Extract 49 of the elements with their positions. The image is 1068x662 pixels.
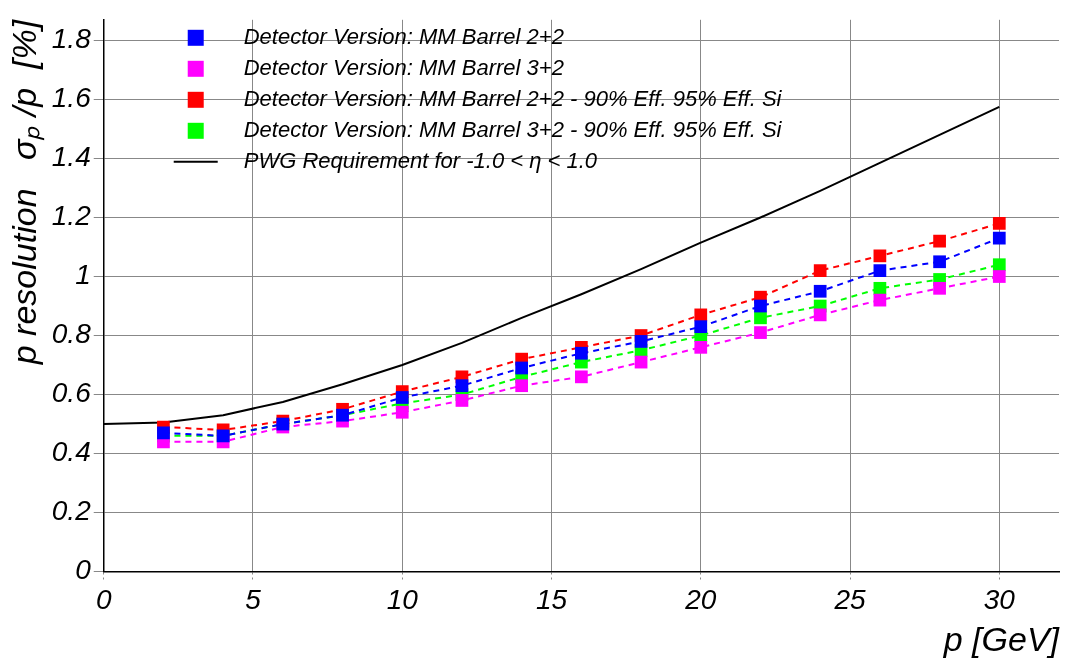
x-tick-label: 20 <box>684 584 717 616</box>
point <box>873 264 887 277</box>
x-tick-label: 5 <box>245 584 262 616</box>
point <box>395 405 409 419</box>
point <box>813 264 827 277</box>
y-tick-label: 0 <box>75 554 92 586</box>
point <box>933 281 946 295</box>
y-tick-label: 0.4 <box>51 436 91 468</box>
point <box>515 361 529 375</box>
x-axis-title: p [GeV] <box>942 620 1061 659</box>
point <box>634 335 648 348</box>
point <box>933 234 946 248</box>
x-tick-label: 0 <box>95 584 112 616</box>
y-axis-title: p resolution σₚ /p [%] <box>4 18 45 366</box>
point <box>813 284 827 298</box>
point <box>813 308 827 322</box>
x-tick-label: 15 <box>535 584 568 616</box>
legend-label: Detector Version: MM Barrel 2+2 <box>243 23 564 49</box>
point <box>575 370 588 384</box>
y-tick-label: 0.2 <box>51 495 92 527</box>
point <box>455 379 469 393</box>
y-tick-label: 1.6 <box>51 82 92 114</box>
point <box>754 299 767 313</box>
point <box>992 231 1006 245</box>
y-tick-label: 1.8 <box>51 23 92 55</box>
point <box>694 340 708 354</box>
y-tick-label: 1.2 <box>51 200 92 232</box>
point <box>395 391 409 404</box>
y-tick-label: 0.6 <box>51 377 92 409</box>
point <box>992 217 1006 230</box>
y-tick-label: 1 <box>75 259 91 291</box>
point <box>515 379 529 393</box>
point <box>455 394 469 407</box>
legend-label: PWG Requirement for -1.0 < η < 1.0 <box>243 147 598 173</box>
x-tick-label: 30 <box>983 584 1016 616</box>
x-tick-label: 10 <box>386 584 419 616</box>
point <box>575 346 588 360</box>
point <box>754 311 767 325</box>
point <box>933 255 946 269</box>
point <box>694 320 708 334</box>
y-tick-label: 0.8 <box>51 318 92 350</box>
point <box>992 258 1006 272</box>
point <box>992 270 1006 283</box>
legend-label: Detector Version: MM Barrel 3+2 <box>243 54 564 80</box>
y-tick-label: 1.4 <box>51 141 91 173</box>
x-tick-label: 25 <box>833 584 867 616</box>
legend-label: Detector Version: MM Barrel 2+2 - 90% Eff. 95% Eff. Si <box>243 85 783 111</box>
point <box>754 326 767 339</box>
legend-label: Detector Version: MM Barrel 3+2 - 90% Eff. 95% Eff. Si <box>243 116 783 142</box>
